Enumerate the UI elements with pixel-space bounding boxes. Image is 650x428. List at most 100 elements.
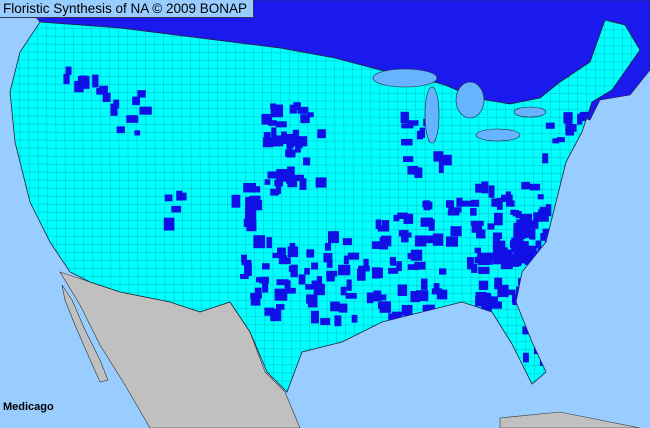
county-line [10,203,640,207]
county-occurrence [334,315,342,327]
county-occurrence [497,284,509,298]
county-occurrence [99,85,108,94]
county-line [10,227,640,231]
county-line [10,139,640,143]
county-occurrence [450,226,462,237]
county-occurrence [253,235,266,249]
county-occurrence [414,261,426,270]
county-occurrence [407,165,419,175]
county-occurrence [433,151,444,162]
county-occurrence [565,123,577,132]
county-occurrence [488,185,495,198]
county-occurrence [379,301,392,313]
county-occurrence [511,293,521,303]
county-occurrence [244,263,252,276]
county-occurrence [565,116,572,127]
county-occurrence [298,274,306,285]
county-occurrence [410,291,421,303]
county-occurrence [274,288,288,301]
county-occurrence [522,352,529,363]
county-occurrence [493,258,506,265]
county-occurrence [486,296,498,306]
county-occurrence [264,307,275,316]
county-occurrence [316,276,323,285]
county-occurrence [305,284,315,290]
county-occurrence [401,304,413,316]
county-occurrence [422,304,430,312]
county-occurrence [471,199,480,207]
county-occurrence [388,267,399,274]
county-occurrence [307,112,314,118]
county-occurrence [381,220,390,229]
county-occurrence [466,257,474,270]
county-occurrence [264,179,271,185]
county-occurrence [500,194,513,202]
county-occurrence [246,219,257,232]
county-occurrence [381,235,392,247]
county-occurrence [522,326,532,335]
county-occurrence [176,190,183,201]
county-occurrence [545,204,552,217]
lake-huron [455,81,485,119]
county-occurrence [512,210,520,217]
county-occurrence [340,286,347,296]
county-occurrence [451,207,462,213]
county-occurrence [401,138,413,146]
county-occurrence [289,104,297,114]
county-occurrence [396,261,402,272]
county-occurrence [397,284,408,296]
county-occurrence [276,279,289,286]
county-occurrence [343,255,349,265]
county-line [10,171,640,175]
county-occurrence [113,99,120,109]
county-occurrence [529,183,541,191]
county-occurrence [262,263,270,270]
county-line [270,20,275,392]
county-occurrence [527,220,539,229]
county-occurrence [375,219,382,230]
county-occurrence [420,278,428,290]
county-occurrence [420,217,433,227]
county-occurrence [462,200,473,207]
county-occurrence [324,242,332,251]
county-occurrence [277,247,286,255]
county-occurrence [270,188,279,196]
county-occurrence [326,270,338,277]
county-occurrence [475,291,487,299]
county-occurrence [432,233,444,246]
county-occurrence [448,200,455,211]
county-occurrence [481,299,491,310]
county-occurrence [423,235,436,244]
county-occurrence [397,212,408,219]
county-occurrence [389,257,396,264]
county-occurrence [231,194,241,208]
county-line [288,20,293,392]
county-occurrence [407,264,419,271]
county-occurrence [286,133,296,147]
county-occurrence [110,103,118,116]
county-occurrence [517,243,527,252]
county-occurrence [261,113,273,125]
county-occurrence [556,137,565,143]
county-occurrence [372,267,383,279]
county-occurrence [274,179,284,187]
county-occurrence [287,178,298,188]
county-occurrence [295,139,301,153]
county-occurrence [240,273,249,280]
county-occurrence [366,292,374,304]
county-occurrence [268,120,277,126]
county-occurrence [471,223,483,233]
county-occurrence [297,107,306,114]
county-occurrence [494,277,503,290]
county-occurrence [525,245,533,254]
county-occurrence [270,103,276,109]
county-occurrence [282,257,291,265]
county-occurrence [491,198,499,207]
county-occurrence [499,247,508,259]
county-occurrence [342,238,352,246]
lake-superior [372,68,438,88]
county-occurrence [529,228,536,240]
county-line [10,155,640,159]
county-occurrence [475,183,487,193]
county-occurrence [241,259,252,266]
